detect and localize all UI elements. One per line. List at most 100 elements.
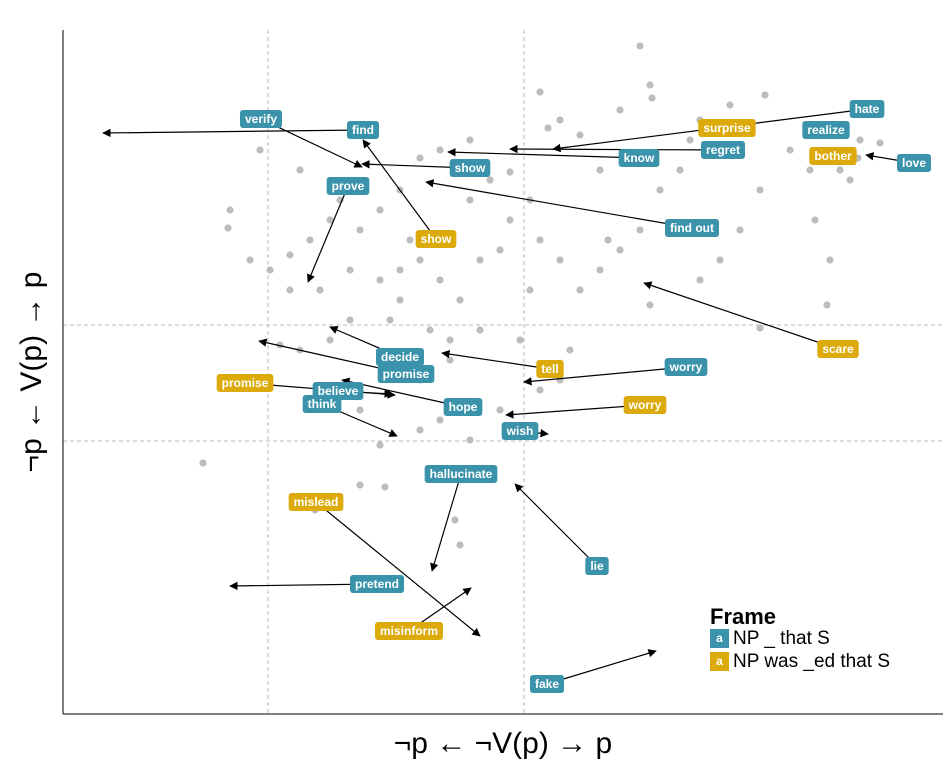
point <box>496 406 504 414</box>
point <box>536 386 544 394</box>
arrow <box>315 501 481 637</box>
label-box <box>849 100 885 118</box>
point <box>316 286 324 294</box>
label-box <box>374 622 444 640</box>
point <box>736 226 744 234</box>
points <box>199 42 884 549</box>
point <box>286 251 294 259</box>
point <box>648 94 656 102</box>
point <box>346 316 354 324</box>
point <box>526 286 534 294</box>
point <box>596 266 604 274</box>
point <box>596 166 604 174</box>
label-box <box>288 493 344 511</box>
point <box>726 101 734 109</box>
labels: verify find prove show know regret hate realize… <box>216 100 932 693</box>
point <box>616 106 624 114</box>
label-text: know <box>624 151 655 165</box>
point <box>486 176 494 184</box>
label-box <box>698 119 756 137</box>
point <box>456 296 464 304</box>
point <box>636 226 644 234</box>
label-box <box>377 365 435 383</box>
point <box>576 286 584 294</box>
label-text: scare <box>822 342 854 356</box>
label-box <box>896 154 932 172</box>
point <box>823 301 831 309</box>
point <box>846 176 854 184</box>
label-text: lie <box>590 559 604 573</box>
point <box>276 341 284 349</box>
label-text: promise <box>383 367 430 381</box>
arrow <box>362 139 437 240</box>
legend-key-glyph: a <box>716 654 723 668</box>
label-box <box>216 374 274 392</box>
arrow <box>102 128 364 138</box>
point <box>266 266 274 274</box>
point <box>556 256 564 264</box>
point <box>356 226 364 234</box>
point <box>476 256 484 264</box>
legend-key <box>710 629 729 648</box>
point <box>416 256 424 264</box>
point <box>811 216 819 224</box>
arrow <box>523 366 687 386</box>
arrow <box>514 483 598 567</box>
label-text: think <box>308 397 337 411</box>
y-axis-label: ¬p ← V(p) → p <box>15 272 48 473</box>
point <box>636 42 644 50</box>
point <box>696 276 704 284</box>
label-text: decide <box>381 350 419 364</box>
point <box>826 256 834 264</box>
point <box>326 216 334 224</box>
point <box>376 441 384 449</box>
point <box>416 154 424 162</box>
label-text: regret <box>706 143 740 157</box>
label-text: mislead <box>294 495 339 509</box>
label-text: prove <box>332 179 365 193</box>
arrow <box>546 649 657 685</box>
label-text: realize <box>807 123 845 137</box>
point <box>516 336 524 344</box>
label-text: believe <box>318 384 359 398</box>
point <box>676 166 684 174</box>
label-text: find <box>352 123 374 137</box>
point <box>436 276 444 284</box>
label-text: worry <box>628 398 662 412</box>
point <box>716 256 724 264</box>
label-box <box>326 177 370 195</box>
legend-label: NP _ that S <box>733 628 830 649</box>
label-text: show <box>421 232 452 246</box>
label-box <box>817 340 859 358</box>
point <box>466 136 474 144</box>
label-box <box>449 159 491 177</box>
label-text: love <box>902 156 926 170</box>
point <box>246 256 254 264</box>
legend-label: NP was _ed that S <box>733 651 890 672</box>
label-text: hope <box>449 400 478 414</box>
label-box <box>802 121 850 139</box>
label-box <box>664 358 708 376</box>
point <box>456 541 464 549</box>
point <box>836 166 844 174</box>
label-text: hate <box>855 102 880 116</box>
label-text: misinform <box>380 624 438 638</box>
label-text: bother <box>814 149 852 163</box>
point <box>876 139 884 147</box>
point <box>356 406 364 414</box>
point <box>396 296 404 304</box>
label-box <box>618 149 660 167</box>
arrows <box>102 108 915 685</box>
point <box>436 416 444 424</box>
point <box>326 336 334 344</box>
point <box>446 356 454 364</box>
arrow <box>425 179 693 229</box>
point <box>286 286 294 294</box>
point <box>506 168 514 176</box>
label-text: verify <box>245 112 277 126</box>
label-box <box>501 422 539 440</box>
point <box>576 131 584 139</box>
point <box>506 216 514 224</box>
label-text: show <box>455 161 486 175</box>
